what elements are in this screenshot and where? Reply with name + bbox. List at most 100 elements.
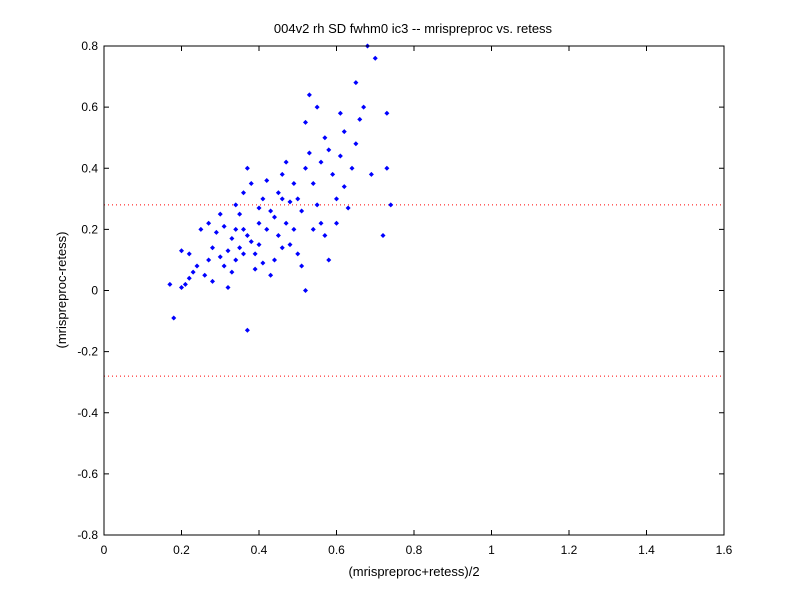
x-tick-label: 1.4 bbox=[638, 543, 655, 557]
scatter-point bbox=[217, 254, 223, 260]
scatter-point bbox=[241, 190, 246, 196]
scatter-point bbox=[310, 226, 316, 232]
scatter-point bbox=[244, 327, 250, 333]
scatter-point bbox=[272, 257, 277, 263]
scatter-point bbox=[275, 232, 281, 238]
x-tick-label: 0.6 bbox=[328, 543, 345, 557]
scatter-point bbox=[372, 55, 378, 61]
scatter-point bbox=[295, 196, 301, 202]
scatter-point bbox=[264, 177, 270, 183]
scatter-point bbox=[279, 196, 285, 202]
x-tick-label: 0.8 bbox=[406, 543, 423, 557]
scatter-point bbox=[237, 211, 243, 217]
scatter-point bbox=[275, 190, 281, 196]
scatter-point bbox=[233, 226, 239, 232]
scatter-point bbox=[268, 272, 274, 278]
scatter-point bbox=[186, 251, 192, 257]
scatter-point bbox=[264, 226, 270, 232]
scatter-point bbox=[248, 239, 254, 245]
scatter-point bbox=[279, 245, 285, 251]
scatter-point bbox=[283, 220, 289, 226]
scatter-point bbox=[337, 153, 343, 159]
scatter-point bbox=[295, 251, 301, 257]
scatter-point bbox=[206, 257, 212, 263]
y-tick-label: -0.2 bbox=[77, 345, 98, 359]
scatter-point bbox=[334, 220, 339, 226]
scatter-point bbox=[341, 129, 347, 135]
scatter-point bbox=[233, 257, 239, 263]
scatter-point bbox=[310, 181, 316, 187]
scatter-point bbox=[388, 202, 394, 208]
scatter-point bbox=[210, 278, 215, 284]
scatter-point bbox=[283, 159, 289, 165]
scatter-point bbox=[303, 165, 308, 171]
x-tick-label: 1 bbox=[488, 543, 495, 557]
scatter-point bbox=[244, 232, 250, 238]
scatter-point bbox=[237, 245, 243, 251]
x-tick-label: 1.6 bbox=[716, 543, 733, 557]
scatter-point bbox=[334, 196, 339, 202]
scatter-point bbox=[322, 135, 328, 141]
scatter-point bbox=[241, 226, 246, 232]
scatter-point bbox=[357, 116, 363, 122]
scatter-point bbox=[179, 248, 184, 254]
reference-lines bbox=[104, 204, 724, 377]
scatter-point bbox=[225, 284, 231, 290]
scatter-point bbox=[241, 251, 246, 257]
scatter-point bbox=[326, 147, 332, 153]
scatter-point bbox=[299, 263, 305, 269]
scatter-point bbox=[260, 196, 266, 202]
scatter-point bbox=[291, 226, 297, 232]
scatter-point bbox=[353, 141, 359, 147]
scatter-point bbox=[217, 211, 223, 217]
y-tick-label: -0.4 bbox=[77, 406, 98, 420]
scatter-point bbox=[221, 263, 227, 269]
y-axis-label: (mrispreproc-retess) bbox=[54, 231, 69, 348]
x-tick-label: 0.4 bbox=[251, 543, 268, 557]
scatter-point bbox=[179, 284, 184, 290]
scatter-point bbox=[318, 220, 324, 226]
x-axis-label: (mrispreproc+retess)/2 bbox=[348, 564, 479, 579]
scatter-point bbox=[268, 208, 274, 214]
scatter-point bbox=[306, 150, 312, 156]
scatter-point bbox=[287, 199, 293, 205]
y-tick-label: 0.8 bbox=[81, 39, 98, 53]
scatter-point bbox=[252, 251, 258, 257]
scatter-point bbox=[303, 119, 308, 125]
scatter-point bbox=[314, 104, 320, 110]
scatter-point bbox=[287, 242, 293, 248]
scatter-point bbox=[303, 288, 308, 293]
scatter-point bbox=[314, 202, 320, 208]
scatter-point bbox=[206, 220, 212, 226]
scatter-point bbox=[322, 232, 328, 238]
scatter-point bbox=[353, 80, 359, 86]
y-tick-label: -0.6 bbox=[77, 467, 98, 481]
scatter-point bbox=[337, 110, 343, 116]
scatter-point bbox=[345, 205, 351, 211]
scatter-point bbox=[256, 205, 262, 211]
scatter-point bbox=[368, 171, 374, 177]
scatter-point bbox=[341, 184, 347, 190]
y-tick-label: 0.2 bbox=[81, 222, 98, 236]
scatter-point bbox=[233, 202, 239, 208]
data-points bbox=[167, 43, 394, 333]
scatter-point bbox=[260, 260, 266, 266]
scatter-point bbox=[225, 248, 231, 254]
scatter-point bbox=[198, 226, 204, 232]
x-tick-label: 0 bbox=[101, 543, 108, 557]
scatter-point bbox=[252, 266, 258, 272]
scatter-point bbox=[210, 245, 215, 251]
scatter-point bbox=[272, 214, 277, 220]
scatter-point bbox=[361, 104, 367, 110]
scatter-point bbox=[182, 281, 188, 287]
scatter-point bbox=[279, 171, 285, 177]
scatter-point bbox=[229, 269, 235, 275]
y-tick-label: 0.6 bbox=[81, 100, 98, 114]
scatter-point bbox=[299, 208, 305, 214]
scatter-point bbox=[171, 315, 177, 321]
y-axis-ticks: -0.8 -0.6 -0.4 -0.2 0 0.2 0.4 0.6 0.8 bbox=[77, 39, 724, 542]
scatter-point bbox=[229, 236, 235, 242]
scatter-point bbox=[384, 110, 390, 116]
